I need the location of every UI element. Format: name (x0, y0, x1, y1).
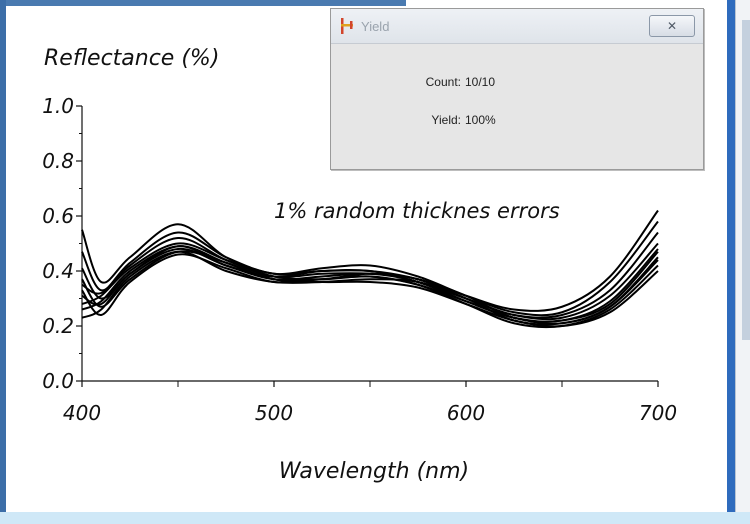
background-window-titlebar (6, 0, 406, 6)
chart-series-group (81, 209, 659, 329)
chart-annotation: 1% random thicknes errors (274, 199, 560, 223)
chart-axes: 0.0 0.2 0.4 0.6 0.8 1.0 400 500 600 700 (42, 94, 677, 425)
close-icon: ✕ (666, 19, 678, 33)
yield-label: Yield: (431, 113, 461, 127)
y-tick-label: 0.6 (42, 204, 74, 228)
y-tick-label: 0.8 (42, 149, 74, 173)
x-axis-title: Wavelength (nm) (279, 459, 469, 484)
y-tick-label: 0.2 (42, 314, 74, 338)
reflectance-curve (81, 250, 659, 326)
x-tick-label: 700 (639, 401, 677, 425)
reflectance-curve (81, 231, 659, 319)
reflectance-curve (81, 220, 659, 317)
x-tick-label: 400 (63, 401, 101, 425)
background-window-scroll-track (742, 20, 750, 340)
background-window-bottom-edge (0, 512, 750, 524)
count-label: Count: (425, 75, 461, 89)
yield-value: 100% (465, 113, 496, 127)
dialog-titlebar[interactable]: Yield ✕ (331, 9, 703, 44)
x-tick-label: 500 (255, 401, 293, 425)
reflectance-curve (81, 247, 659, 323)
background-window-right-border (727, 0, 735, 524)
dialog-title: Yield (361, 19, 390, 34)
reflectance-chart: Reflectance (%) Wavelength (nm) 1% rando… (42, 46, 677, 484)
background-window-edge (0, 0, 6, 524)
x-tick-label: 600 (447, 401, 485, 425)
y-tick-label: 0.4 (42, 259, 74, 283)
yield-app-icon (341, 18, 353, 34)
close-button[interactable]: ✕ (649, 15, 695, 37)
count-value: 10/10 (465, 75, 496, 89)
reflectance-curve (81, 245, 659, 328)
reflectance-curve (81, 209, 659, 312)
y-tick-label: 0.0 (42, 369, 74, 393)
yield-dialog: Yield ✕ Count: 10/10 Yield: 100% (330, 8, 704, 170)
y-tick-label: 1.0 (42, 94, 74, 118)
y-axis-title: Reflectance (%) (44, 46, 219, 71)
